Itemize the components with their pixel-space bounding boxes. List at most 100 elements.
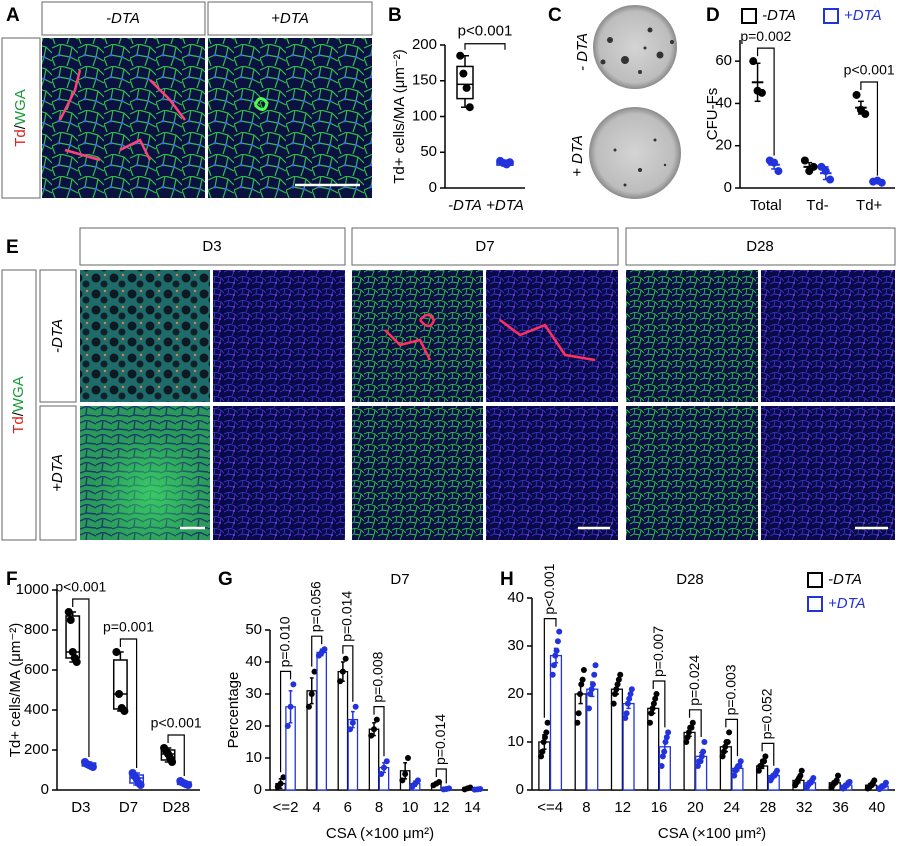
data-point — [115, 690, 124, 698]
legend-swatch — [741, 8, 757, 24]
legend-swatch — [807, 572, 823, 588]
data-point — [689, 719, 696, 726]
micrograph — [213, 270, 345, 402]
data-point — [653, 691, 660, 697]
micrograph — [626, 406, 758, 540]
data-point — [277, 780, 284, 787]
p-value: p=0.052 — [759, 688, 775, 739]
data-point — [821, 167, 830, 176]
data-point — [459, 69, 468, 78]
data-point — [539, 748, 546, 755]
data-point — [505, 158, 514, 167]
p-value: p=0.007 — [650, 626, 666, 677]
row-label: - DTA — [574, 33, 591, 71]
p-value: p=0.003 — [722, 664, 738, 715]
x-tick-label: 10 — [402, 799, 419, 816]
y-tick-label: 50 — [420, 143, 437, 160]
x-tick-label: 16 — [651, 799, 668, 816]
chart-title: D7 — [390, 571, 409, 588]
y-tick-label: 1000 — [16, 581, 49, 598]
data-point — [321, 646, 328, 653]
data-point — [68, 648, 77, 656]
data-point — [685, 729, 692, 736]
y-tick-label: 0 — [41, 781, 49, 798]
data-point — [337, 678, 344, 685]
y-tick-label: 20 — [245, 717, 262, 734]
data-point — [287, 703, 294, 710]
data-point — [724, 739, 731, 745]
y-tick-label: 150 — [412, 72, 437, 89]
micrograph — [761, 270, 895, 402]
data-point — [652, 695, 659, 702]
data-point — [72, 658, 81, 666]
y-tick-label: 40 — [715, 94, 732, 111]
data-point — [697, 758, 704, 765]
data-point — [852, 90, 861, 99]
row-label: +DTA — [49, 454, 66, 492]
x-tick-label: <=2 — [273, 799, 299, 816]
x-tick-label: D3 — [71, 799, 90, 816]
y-axis-label: CFU-Fs — [704, 88, 721, 141]
y-tick-label: 0 — [254, 781, 262, 798]
plate — [593, 5, 677, 89]
p-value: p=0.002 — [740, 28, 791, 44]
significance-bracket — [756, 47, 775, 156]
y-tick-label: 10 — [245, 749, 262, 766]
data-point — [774, 767, 781, 774]
bar — [574, 693, 587, 791]
x-tick-label: 8 — [582, 799, 590, 816]
stain-sep: / — [10, 411, 27, 416]
x-tick-label: 40 — [869, 799, 886, 816]
data-point — [579, 676, 586, 683]
data-point — [762, 753, 769, 760]
micrograph-glow — [80, 406, 210, 540]
x-tick-label: 12 — [614, 799, 631, 816]
data-point — [719, 753, 726, 760]
x-tick-label: Td+ — [856, 197, 883, 214]
x-tick-label: <=4 — [537, 799, 563, 816]
box — [112, 659, 128, 710]
data-point — [404, 755, 411, 761]
stain-green: WGA — [12, 89, 29, 125]
legend-label: +DTA — [828, 595, 866, 612]
data-point — [846, 778, 853, 785]
panel-letter: F — [6, 569, 18, 590]
x-tick-label: 4 — [313, 799, 321, 816]
data-point — [737, 758, 744, 765]
data-point — [658, 763, 665, 769]
x-tick-label: 8 — [375, 799, 383, 816]
panel-letter: G — [218, 569, 233, 590]
micrograph — [761, 406, 895, 540]
micrograph — [80, 270, 210, 402]
data-point — [554, 638, 561, 645]
data-point — [120, 707, 129, 715]
data-point — [688, 724, 695, 731]
p-value: p=0.001 — [103, 619, 154, 635]
stain-label: Td/WGA — [12, 89, 29, 147]
data-point — [665, 729, 672, 736]
p-value: p=0.014 — [432, 714, 448, 765]
data-point — [436, 779, 443, 785]
data-point — [462, 83, 471, 92]
data-point — [541, 734, 548, 741]
significance-bracket — [311, 635, 323, 667]
y-tick-label: 400 — [24, 701, 49, 718]
y-axis-label: Percentage — [225, 672, 242, 749]
legend-swatch — [807, 596, 823, 612]
data-point — [610, 700, 617, 707]
legend-label: -DTA — [828, 571, 862, 588]
data-point — [349, 719, 356, 726]
data-point — [826, 175, 835, 184]
y-tick-label: 200 — [24, 741, 49, 758]
data-point — [720, 748, 727, 755]
data-point — [757, 88, 766, 97]
data-point — [592, 662, 599, 669]
data-point — [552, 652, 559, 659]
data-point — [770, 158, 779, 167]
x-tick-label: 36 — [832, 799, 849, 816]
x-tick-label: 12 — [433, 799, 450, 816]
chart-title: D28 — [676, 571, 704, 588]
wga-signal — [253, 97, 269, 111]
data-point — [587, 691, 594, 697]
data-point — [588, 686, 595, 693]
